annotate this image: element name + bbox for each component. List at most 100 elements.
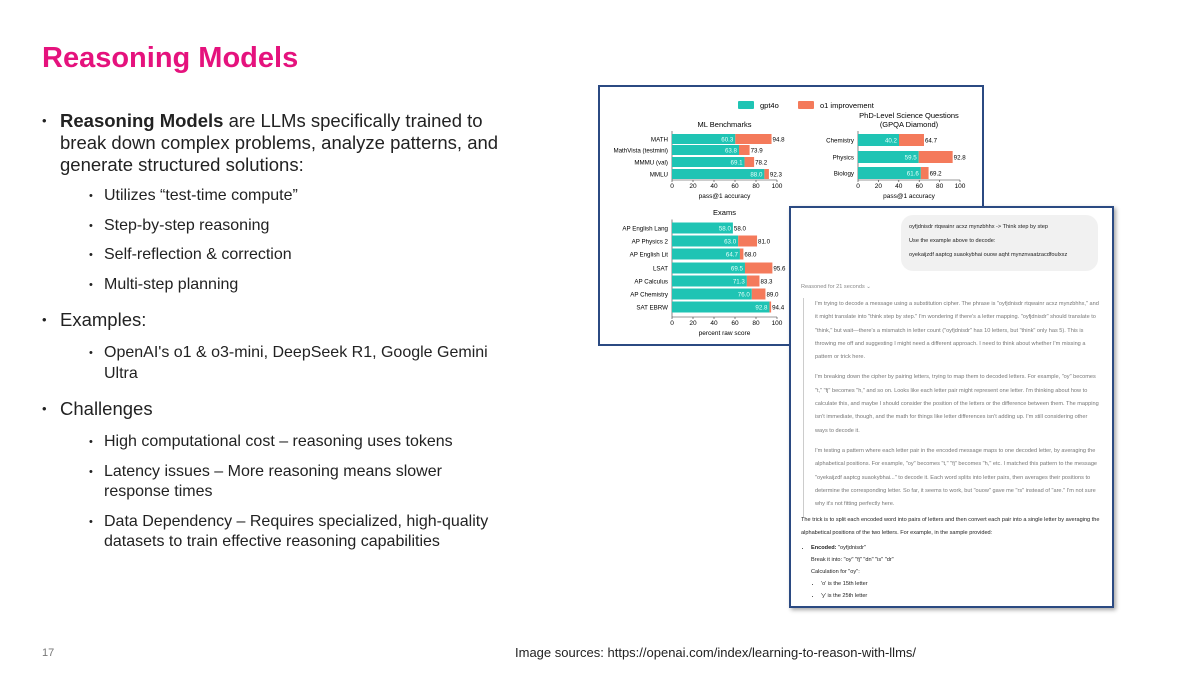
bullet-list: Reasoning Models are LLMs specifically t… [42, 110, 512, 562]
bar-o1-improvement [744, 157, 755, 167]
bar-value-gpt4o: 92.8 [755, 304, 768, 311]
category-label: AP Physics 2 [632, 238, 669, 245]
category-label: AP English Lit [630, 251, 669, 258]
bar-value-o1: 92.3 [770, 171, 783, 178]
chart-title: PhD-Level Science Questions [859, 111, 959, 120]
thought-paragraph: I'm testing a pattern where each letter … [815, 447, 1098, 508]
bar-gpt4o [858, 167, 921, 179]
bar-o1-improvement [746, 275, 760, 287]
bar-value-o1: 58.0 [734, 225, 747, 232]
bar-gpt4o [672, 248, 740, 260]
bar-o1-improvement [764, 169, 769, 179]
bar-o1-improvement [739, 248, 744, 260]
bar-value-gpt4o: 59.5 [905, 154, 918, 161]
legend-label-o1: o1 improvement [820, 101, 875, 110]
bar-o1-improvement [751, 288, 766, 300]
answer-subitem: 'o' is the 15th letter [821, 579, 1103, 590]
bar-o1-improvement [769, 301, 772, 313]
category-label: SAT EBRW [636, 304, 668, 311]
category-label: MATH [651, 136, 668, 143]
sub-bullet: Multi-step planning [42, 275, 512, 296]
legend-swatch-o1 [798, 101, 814, 109]
bar-value-gpt4o: 88.0 [750, 171, 763, 178]
x-tick-label: 0 [856, 183, 860, 190]
category-label: MMLU [650, 171, 668, 178]
bullet-challenges: Challenges [42, 398, 512, 420]
image-source: Image sources: https://openai.com/index/… [515, 645, 917, 660]
category-label: AP Chemistry [630, 291, 669, 298]
bar-o1-improvement [744, 262, 773, 274]
thought-paragraph: I'm breaking down the cipher by pairing … [815, 374, 1099, 434]
user-line: oyfjdnisdr rtqwainr acxz mynzbhhx -> Thi… [909, 224, 1049, 230]
bar-gpt4o [672, 275, 747, 287]
x-tick-label: 60 [916, 183, 924, 190]
bar-gpt4o [672, 222, 733, 234]
bar-o1-improvement [918, 151, 953, 163]
chart-title: Exams [713, 208, 736, 217]
bar-gpt4o [672, 145, 739, 155]
category-label: MathVista (testmini) [613, 147, 668, 154]
bar-gpt4o [672, 169, 765, 179]
sub-bullet: Step-by-step reasoning [42, 216, 512, 237]
bar-value-o1: 73.9 [751, 147, 764, 154]
x-tick-label: 20 [875, 183, 883, 190]
bar-value-o1: 78.2 [755, 159, 768, 166]
bar-value-gpt4o: 40.2 [885, 137, 898, 144]
category-label: AP Calculus [634, 278, 668, 285]
bar-value-gpt4o: 76.0 [738, 291, 751, 298]
x-tick-label: 20 [689, 183, 697, 190]
intro-text: are LLMs specifically trained to break d… [60, 110, 499, 175]
x-tick-label: 80 [752, 320, 760, 327]
x-tick-label: 0 [670, 320, 674, 327]
reasoning-thoughts: I'm trying to decode a message using a s… [803, 298, 1101, 519]
x-tick-label: 40 [710, 183, 718, 190]
bar-o1-improvement [920, 167, 929, 179]
bar-gpt4o [672, 235, 739, 247]
bar-value-gpt4o: 61.6 [907, 170, 920, 177]
user-message: oyfjdnisdr rtqwainr acxz mynzbhhx -> Thi… [901, 215, 1098, 271]
answer-text: The trick is to split each encoded word … [801, 517, 1100, 536]
bar-o1-improvement [735, 134, 772, 144]
reasoned-toggle[interactable]: Reasoned for 21 seconds ⌄ [801, 284, 871, 290]
sub-bullet: Self-reflection & correction [42, 245, 512, 266]
x-tick-label: 40 [895, 183, 903, 190]
assistant-answer: The trick is to split each encoded word … [801, 514, 1103, 603]
bar-o1-improvement [738, 145, 750, 155]
bar-value-gpt4o: 69.5 [731, 265, 744, 272]
x-tick-label: 100 [772, 320, 783, 327]
bar-value-o1: 95.6 [773, 265, 786, 272]
bar-gpt4o [672, 134, 736, 144]
x-tick-label: 20 [689, 320, 697, 327]
bar-value-gpt4o: 71.3 [733, 278, 746, 285]
category-label: Physics [833, 154, 854, 161]
encoded-value: "oyfjdnisdr" [836, 545, 866, 551]
bar-gpt4o [672, 262, 745, 274]
bar-value-gpt4o: 60.3 [721, 136, 734, 143]
sub-bullet: High computational cost – reasoning uses… [42, 432, 512, 453]
x-tick-label: 40 [710, 320, 718, 327]
bar-gpt4o [858, 134, 900, 146]
bar-gpt4o [672, 301, 770, 313]
bar-value-gpt4o: 58.0 [719, 225, 732, 232]
user-line: oyekaijzdf aaptcg suaokybhai ouow aqht m… [909, 252, 1068, 258]
bar-o1-improvement [738, 235, 758, 247]
bar-value-o1: 83.3 [760, 278, 773, 285]
chart-subtitle: (GPQA Diamond) [880, 120, 939, 129]
x-tick-label: 100 [955, 183, 966, 190]
bar-value-o1: 68.0 [744, 251, 757, 258]
x-tick-label: 80 [752, 183, 760, 190]
break-line: Break it into: "oy" "fj" "dn" "is" "dr" [811, 557, 894, 563]
answer-item: Encoded: "oyfjdnisdr" Break it into: "oy"… [811, 542, 1103, 602]
category-label: AP English Lang [622, 225, 668, 232]
bar-gpt4o [672, 157, 745, 167]
legend-swatch-gpt4o [738, 101, 754, 109]
answer-subitem: 'y' is the 25th letter [821, 591, 1103, 602]
legend-label-gpt4o: gpt4o [760, 101, 779, 110]
bar-value-o1: 94.8 [773, 136, 786, 143]
bar-value-o1: 94.4 [772, 304, 785, 311]
bar-value-o1: 81.0 [758, 238, 771, 245]
x-axis-label: pass@1 accuracy [883, 193, 936, 200]
bullet-examples: Examples: [42, 309, 512, 331]
bar-o1-improvement [899, 134, 924, 146]
bar-value-gpt4o: 64.7 [726, 251, 739, 258]
